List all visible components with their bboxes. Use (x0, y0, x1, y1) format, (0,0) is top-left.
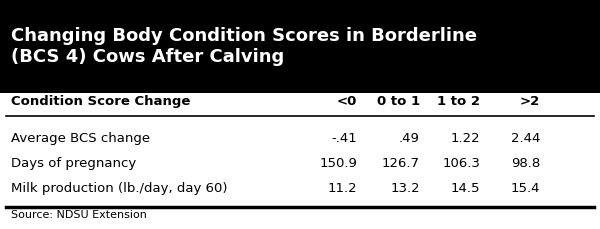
Text: .49: .49 (399, 132, 420, 145)
Text: 126.7: 126.7 (382, 157, 420, 170)
Text: 2.44: 2.44 (511, 132, 540, 145)
Text: 98.8: 98.8 (511, 157, 540, 170)
Text: Condition Score Change: Condition Score Change (11, 95, 190, 108)
Text: Average BCS change: Average BCS change (11, 132, 150, 145)
Text: Source: NDSU Extension: Source: NDSU Extension (11, 210, 146, 220)
Text: 14.5: 14.5 (451, 183, 480, 195)
Text: 1.22: 1.22 (451, 132, 480, 145)
Text: 0 to 1: 0 to 1 (377, 95, 420, 108)
Text: Changing Body Condition Scores in Borderline
(BCS 4) Cows After Calving: Changing Body Condition Scores in Border… (11, 27, 477, 66)
Text: Milk production (lb./day, day 60): Milk production (lb./day, day 60) (11, 183, 227, 195)
Text: <0: <0 (337, 95, 357, 108)
Text: 106.3: 106.3 (442, 157, 480, 170)
Text: 1 to 2: 1 to 2 (437, 95, 480, 108)
Text: 13.2: 13.2 (391, 183, 420, 195)
Text: 15.4: 15.4 (511, 183, 540, 195)
Text: Days of pregnancy: Days of pregnancy (11, 157, 136, 170)
Text: 150.9: 150.9 (319, 157, 357, 170)
Text: -.41: -.41 (331, 132, 357, 145)
Text: >2: >2 (520, 95, 540, 108)
Text: 11.2: 11.2 (328, 183, 357, 195)
